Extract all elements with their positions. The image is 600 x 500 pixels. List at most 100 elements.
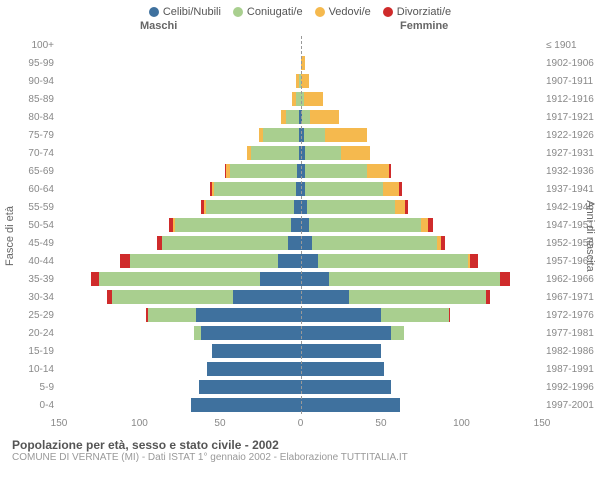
bar-segment: [251, 146, 299, 159]
bar-segment: [301, 380, 391, 393]
bar-segment: [286, 110, 299, 123]
bar-segment: [301, 254, 319, 267]
legend-item: Coniugati/e: [233, 6, 303, 18]
bar-segment: [278, 254, 301, 267]
legend-item: Vedovi/e: [315, 6, 371, 18]
female-half: [301, 36, 543, 54]
bar-segment: [201, 326, 301, 339]
bar-segment: [486, 290, 491, 303]
x-tick: 100: [453, 418, 470, 429]
male-half: [59, 126, 301, 144]
bar-segment: [191, 398, 300, 411]
bar-segment: [162, 236, 288, 249]
birth-tick: 1902-1906: [546, 54, 594, 72]
male-half: [59, 378, 301, 396]
bar-segment: [301, 326, 391, 339]
bar-segment: [391, 326, 404, 339]
male-half: [59, 252, 301, 270]
legend-swatch: [149, 7, 159, 17]
male-half: [59, 270, 301, 288]
bar-segment: [383, 182, 399, 195]
birth-tick: 1992-1996: [546, 378, 594, 396]
female-half: [301, 306, 543, 324]
population-pyramid: Fasce di età 100+95-9990-9485-8980-8475-…: [6, 36, 594, 436]
bar-segment: [120, 254, 130, 267]
bar-segment: [207, 362, 300, 375]
male-half: [59, 342, 301, 360]
bar-segment: [260, 272, 300, 285]
bar-segment: [304, 128, 325, 141]
bar-segment: [291, 218, 301, 231]
birth-tick: ≤ 1901: [546, 36, 594, 54]
legend-swatch: [315, 7, 325, 17]
male-half: [59, 144, 301, 162]
female-half: [301, 288, 543, 306]
x-tick: 50: [214, 418, 225, 429]
bar-segment: [367, 164, 390, 177]
x-tick: 100: [131, 418, 148, 429]
male-half: [59, 36, 301, 54]
bar-segment: [301, 272, 330, 285]
y-axis-left-title: Fasce di età: [4, 206, 16, 266]
bar-segment: [99, 272, 260, 285]
age-tick: 35-39: [6, 270, 54, 288]
birth-tick: 1917-1921: [546, 108, 594, 126]
bar-segment: [301, 74, 309, 87]
legend-label: Coniugati/e: [247, 6, 303, 18]
bar-segment: [175, 218, 291, 231]
male-half: [59, 162, 301, 180]
male-half: [59, 108, 301, 126]
footer: Popolazione per età, sesso e stato civil…: [0, 436, 600, 463]
age-tick: 5-9: [6, 378, 54, 396]
legend-item: Celibi/Nubili: [149, 6, 221, 18]
bar-segment: [212, 344, 301, 357]
female-half: [301, 144, 543, 162]
bar-segment: [301, 236, 312, 249]
female-half: [301, 324, 543, 342]
age-tick: 25-29: [6, 306, 54, 324]
bar-segment: [199, 380, 300, 393]
bar-segment: [349, 290, 486, 303]
bar-segment: [309, 218, 422, 231]
female-half: [301, 108, 543, 126]
birth-tick: 1962-1966: [546, 270, 594, 288]
male-half: [59, 324, 301, 342]
female-half: [301, 126, 543, 144]
chart-title: Popolazione per età, sesso e stato civil…: [12, 438, 588, 452]
female-half: [301, 378, 543, 396]
bar-segment: [206, 200, 295, 213]
female-half: [301, 90, 543, 108]
male-half: [59, 216, 301, 234]
bar-segment: [470, 254, 478, 267]
bar-segment: [301, 398, 401, 411]
bar-segment: [325, 128, 367, 141]
bar-segment: [302, 110, 310, 123]
age-tick: 90-94: [6, 72, 54, 90]
bar-segment: [301, 344, 381, 357]
bar-segment: [318, 254, 468, 267]
male-half: [59, 54, 301, 72]
bar-segment: [312, 236, 438, 249]
bar-segment: [428, 218, 433, 231]
birth-tick: 1982-1986: [546, 342, 594, 360]
bar-segment: [112, 290, 233, 303]
female-half: [301, 360, 543, 378]
bar-segment: [196, 308, 301, 321]
bar-segment: [500, 272, 510, 285]
female-half: [301, 270, 543, 288]
age-tick: 15-19: [6, 342, 54, 360]
age-tick: 20-24: [6, 324, 54, 342]
bar-segment: [233, 290, 301, 303]
bar-segment: [305, 182, 382, 195]
bar-segment: [305, 164, 366, 177]
bar-segment: [301, 218, 309, 231]
x-tick: 150: [534, 418, 551, 429]
y-axis-right-title: Anni di nascita: [584, 200, 596, 272]
male-half: [59, 234, 301, 252]
legend-swatch: [383, 7, 393, 17]
male-half: [59, 396, 301, 414]
age-tick: 70-74: [6, 144, 54, 162]
birth-tick: 1927-1931: [546, 144, 594, 162]
age-tick: 95-99: [6, 54, 54, 72]
female-half: [301, 252, 543, 270]
